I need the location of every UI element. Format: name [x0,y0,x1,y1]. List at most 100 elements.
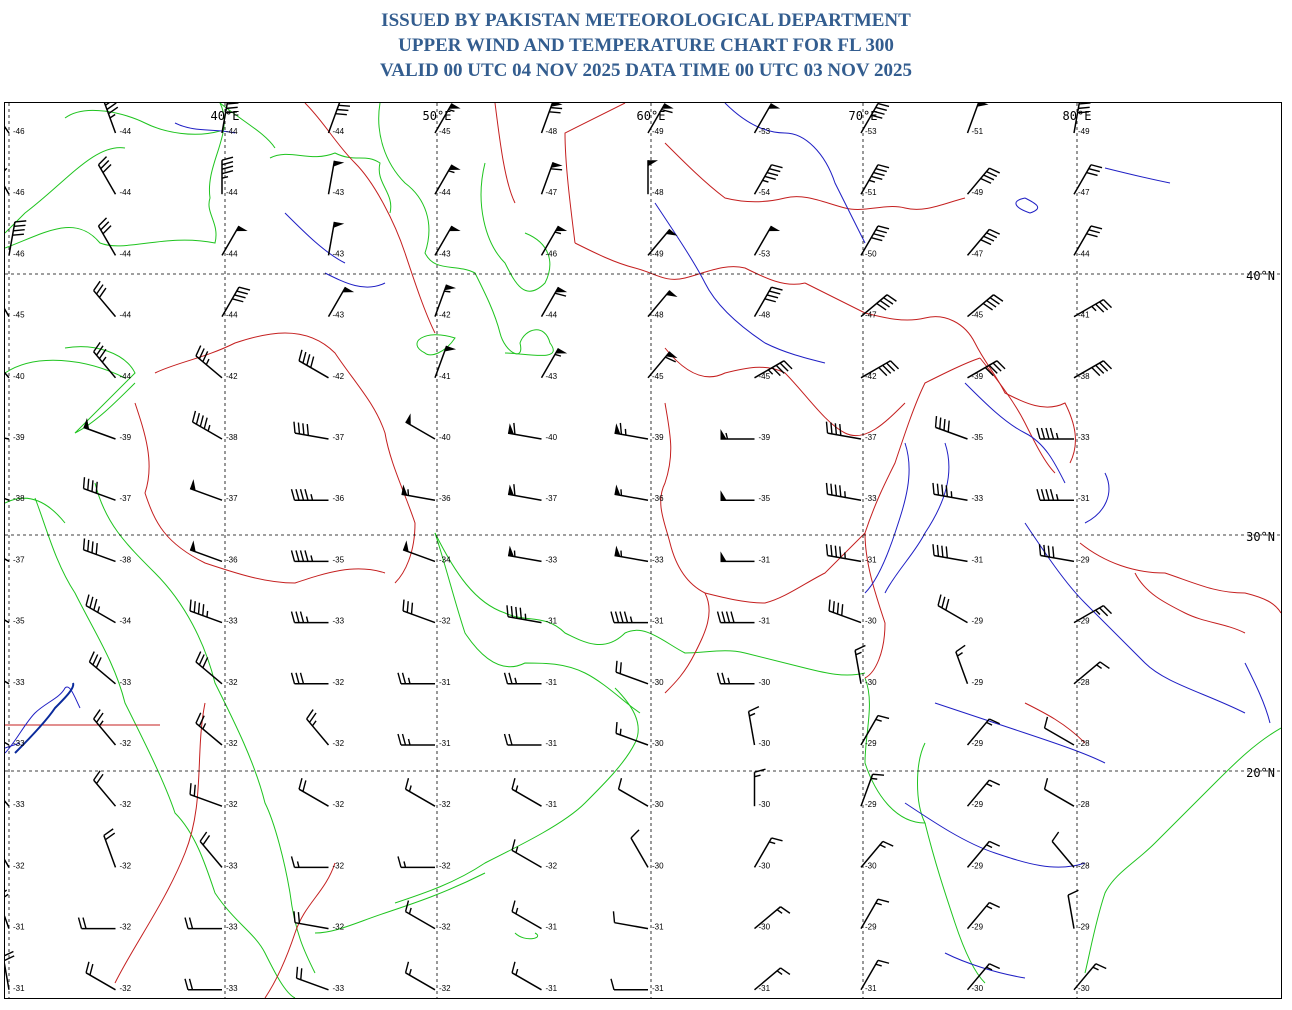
barb-feather [623,611,629,623]
station-plot: -31 [610,611,664,626]
station-plot: -32 [293,911,345,932]
barb-feather [290,611,296,623]
barb-shaft [507,554,542,563]
station-plot: -28 [1043,716,1090,748]
barb-feather [879,299,890,308]
barb-shaft [93,351,117,379]
barb-half-feather [762,179,769,183]
station-plot: -29 [966,718,1001,748]
temperature-value: -33 [546,555,558,564]
temperature-value: -31 [546,617,558,626]
temperature-value: -30 [759,923,771,932]
barb-half-feather [1055,494,1059,501]
station-plot: -44 [1073,225,1103,258]
barb-shaft [935,426,968,440]
barb-feather [93,770,101,781]
barb-shaft [221,286,240,317]
barb-feather [5,893,9,898]
barb-feather [202,604,205,616]
temperature-value: -31 [13,984,25,993]
barb-shaft [860,225,879,256]
barb-shaft [221,103,229,134]
station-plot: -35 [290,550,345,564]
map-canvas: 40°E 50°E 60°E 70°E 80°E 40°N 30°N 20°N … [5,103,1281,998]
barb-pennant [551,162,563,168]
temperature-value: -33 [226,617,238,626]
barb-feather [238,286,251,291]
temperature-value: -44 [226,127,238,136]
validity-line: VALID 00 UTC 04 NOV 2025 DATA TIME 00 UT… [379,60,913,81]
barb-feather [290,489,296,501]
barb-feather [98,217,108,227]
barb-shaft [327,286,347,317]
barb-feather [290,550,296,562]
barb-feather [610,978,615,990]
barb-feather [839,485,842,497]
barb-shaft [955,651,969,685]
temperature-value: -53 [865,127,877,136]
barb-half-feather [619,728,622,735]
barb-shaft [827,493,862,501]
barb-half-feather [515,907,519,915]
barb-shaft [860,360,891,379]
barb-feather [85,961,90,973]
temperature-value: -31 [546,800,558,809]
barb-feather [825,544,829,556]
temperature-value: -38 [1078,372,1090,381]
temperature-value: -30 [652,861,664,870]
barb-feather [615,660,618,673]
barb-shaft [860,294,888,318]
station-plot: -33 [290,611,345,626]
barb-feather [1078,106,1090,110]
barb-feather [1038,544,1042,556]
barb-feather [1091,367,1101,377]
temperature-value: -37 [120,494,132,503]
barb-feather [554,292,567,297]
temperature-value: -40 [13,372,25,381]
station-plot: -44 [540,286,568,320]
station-plot: -30 [828,599,877,626]
temperature-value: -33 [226,984,238,993]
barb-feather [989,228,1001,235]
barb-shaft [97,164,117,195]
barb-feather [748,706,760,713]
station-plot: -53 [753,225,781,258]
barb-feather [299,489,305,501]
station-plot: -30 [860,840,894,870]
station-plot: -32 [195,712,238,748]
station-plot: -35 [5,617,25,626]
barb-shaft [5,962,10,990]
barb-pennant [449,225,461,232]
barb-shaft [1073,298,1104,318]
barb-shaft [5,308,10,317]
temperature-value: -44 [546,311,558,320]
temperature-value: -30 [759,678,771,687]
temperature-value: -33 [13,800,25,809]
temperature-value: -39 [972,372,984,381]
temperature-value: -34 [120,617,132,626]
station-plot: -32 [189,783,238,809]
barb-feather [302,351,307,364]
barb-feather [193,784,196,797]
barb-half-feather [986,905,993,910]
barb-shaft [405,788,436,807]
station-plot: -32 [103,828,132,870]
barb-feather [95,657,102,669]
station-plot: -42 [434,284,457,320]
temperature-value: -28 [1078,800,1090,809]
barb-pennant [665,290,678,297]
temperature-value: -31 [759,617,771,626]
barb-pennant [665,229,678,236]
temperature-value: -38 [13,494,25,503]
station-plot: -33 [184,917,238,932]
barb-feather [89,596,94,609]
barb-feather [5,955,15,961]
station-plot: -30 [617,777,664,809]
barb-shaft [511,910,542,930]
temperature-value: -39 [13,433,25,442]
temperature-value: -44 [1078,249,1090,258]
barb-half-feather [97,606,101,613]
station-plot: -47 [860,294,897,320]
station-plot: -39 [83,417,132,442]
station-plot: -29 [955,644,984,687]
